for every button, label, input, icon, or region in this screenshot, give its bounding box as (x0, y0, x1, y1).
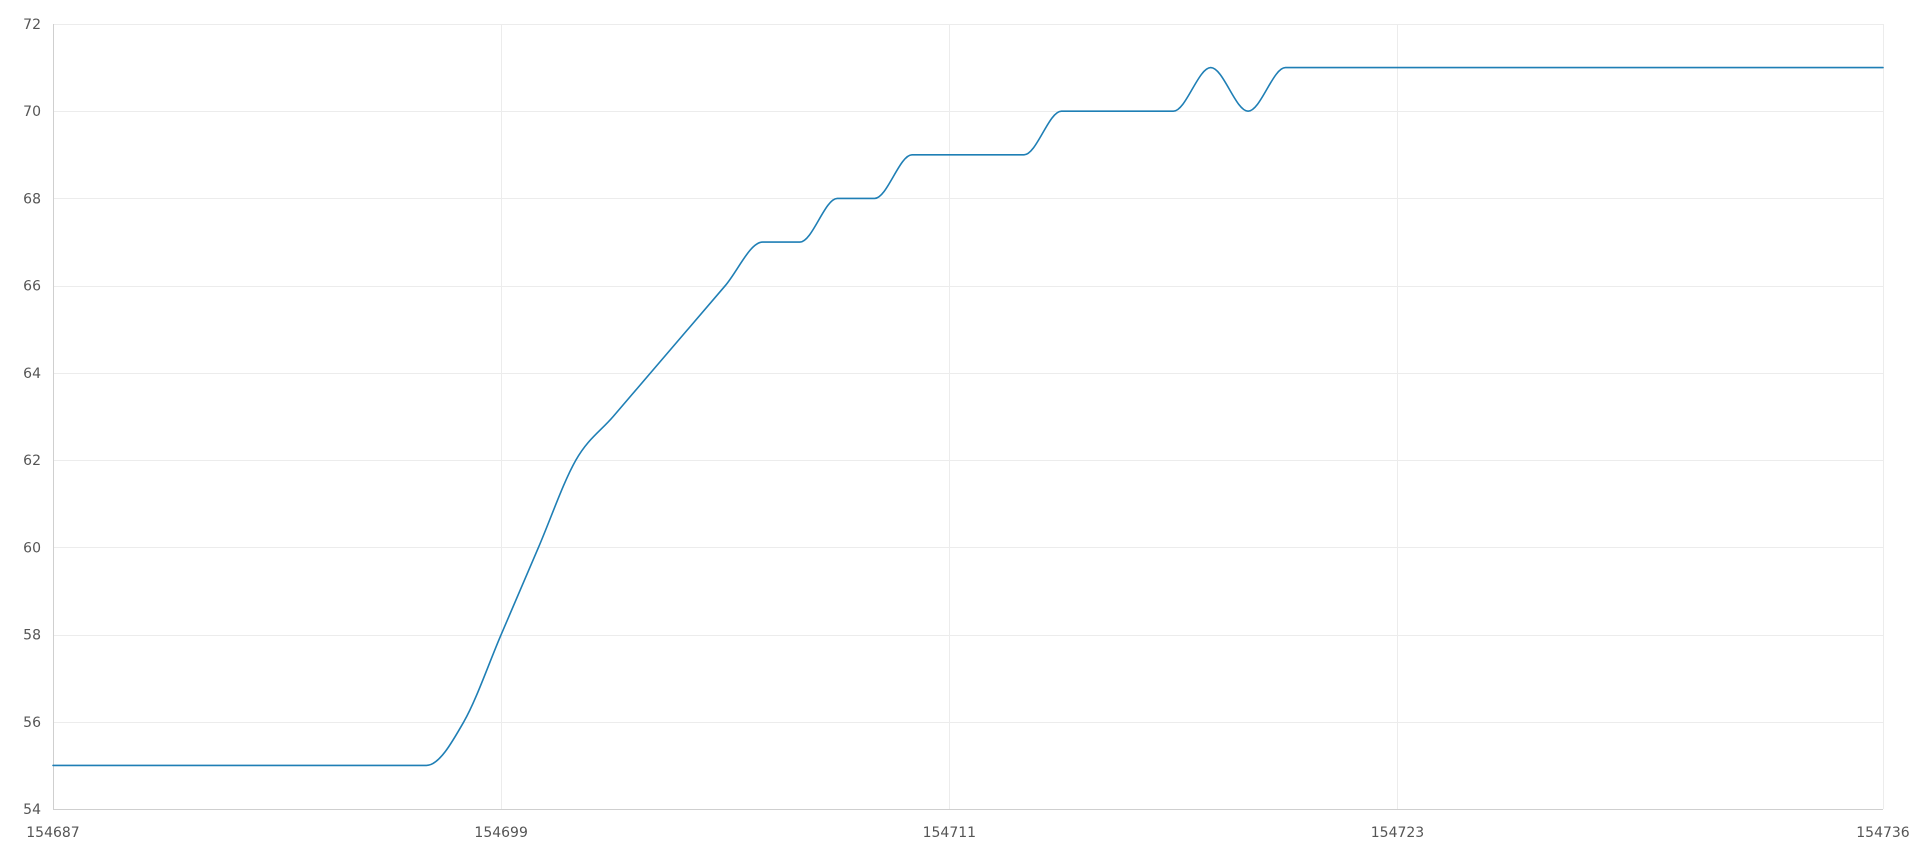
series-line-0 (52, 66, 1884, 767)
axes (53, 24, 1883, 810)
y-tick-label: 56 (23, 715, 41, 731)
y-tick-label: 62 (23, 453, 41, 469)
y-tick-label: 66 (23, 279, 41, 295)
x-tick-label: 154687 (26, 825, 79, 841)
series-group (52, 66, 1884, 767)
grid (53, 24, 1884, 809)
tick-labels: 54 56 58 60 62 64 66 68 70 72 154687 154699 154711 15… (23, 17, 1910, 841)
y-tick-label: 64 (23, 366, 41, 382)
x-tick-label: 154699 (474, 825, 527, 841)
y-tick-label: 72 (23, 17, 41, 33)
x-tick-label: 154736 (1856, 825, 1910, 841)
y-tick-label: 68 (23, 191, 41, 207)
y-tick-label: 54 (23, 802, 41, 818)
y-tick-label: 70 (23, 104, 41, 120)
y-tick-label: 58 (23, 628, 41, 644)
x-tick-label: 154711 (923, 825, 976, 841)
y-tick-label: 60 (23, 540, 41, 556)
x-tick-label: 154723 (1371, 825, 1424, 841)
